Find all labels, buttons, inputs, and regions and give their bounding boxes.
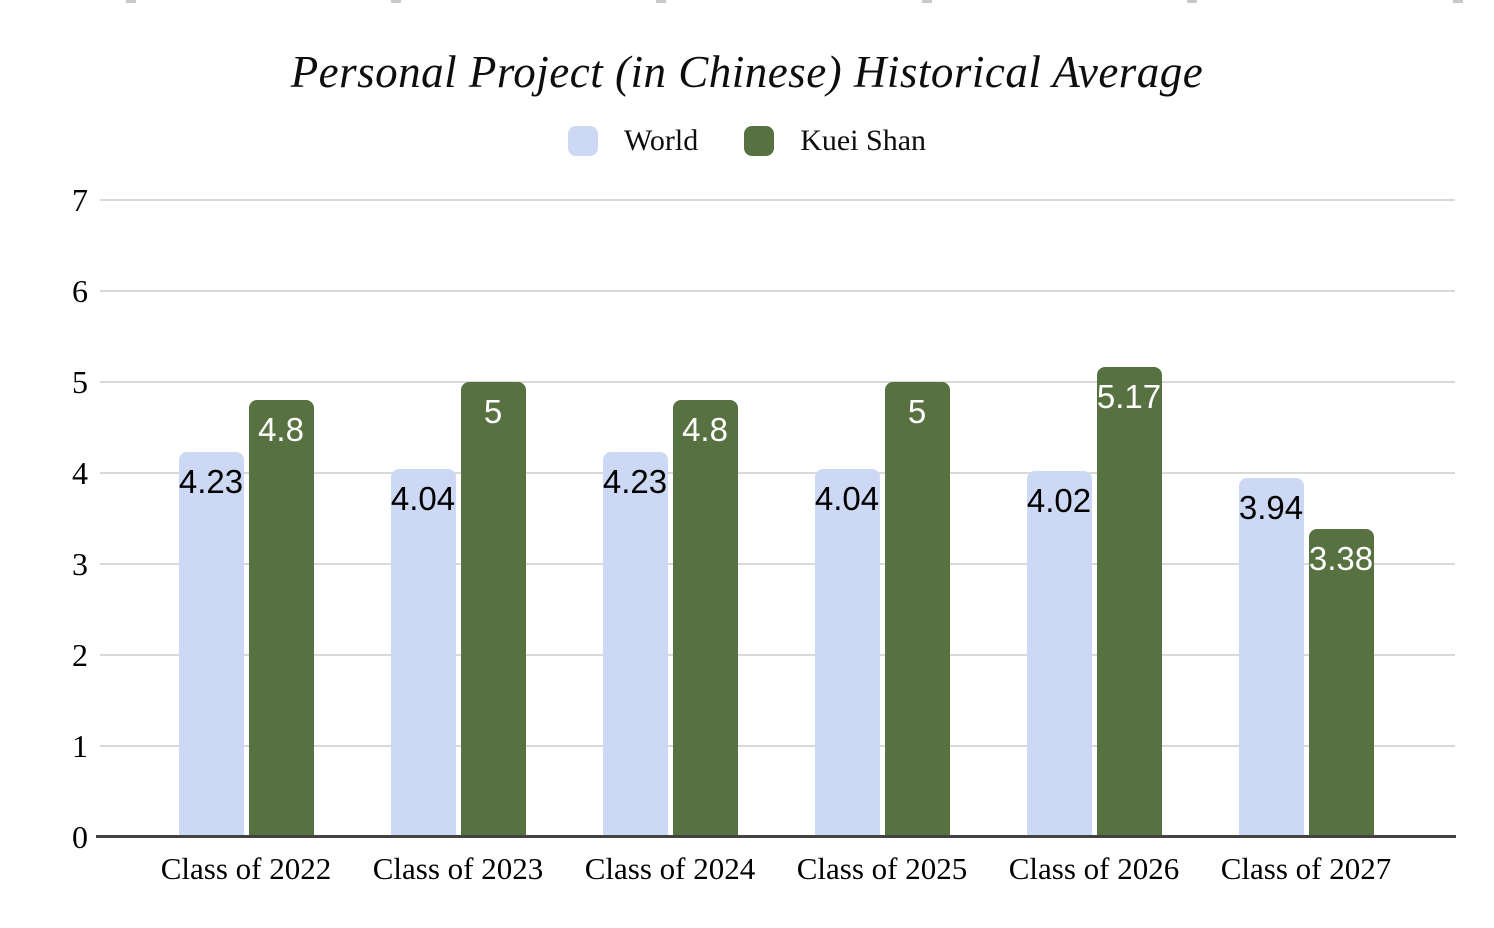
legend-swatch-world [567, 126, 598, 156]
bar-label-world-class-of-2023: 4.04 [390, 480, 456, 517]
x-axis-label-class-of-2024: Class of 2024 [584, 851, 756, 886]
bar-label-world-class-of-2024: 4.23 [602, 463, 668, 500]
x-axis-label-class-of-2025: Class of 2025 [796, 851, 968, 886]
bar-world-class-of-2027 [1238, 478, 1304, 837]
bar-world-class-of-2022 [178, 452, 244, 837]
bar-label-kuei-shan-class-of-2023: 5 [483, 393, 503, 430]
bar-label-kuei-shan-class-of-2024: 4.8 [682, 411, 728, 448]
bar-label-kuei-shan-class-of-2027: 3.38 [1308, 540, 1374, 577]
top-edge-artifact-4 [1187, 0, 1197, 3]
gridline-3 [100, 563, 1455, 565]
bar-kuei-shan-class-of-2025 [884, 382, 950, 837]
bar-kuei-shan-class-of-2027 [1308, 529, 1374, 837]
legend-swatch-kuei-shan [744, 126, 775, 156]
bar-label-kuei-shan-class-of-2026: 5.17 [1096, 378, 1162, 415]
bar-world-class-of-2025 [814, 469, 880, 837]
x-axis-label-class-of-2027: Class of 2027 [1220, 851, 1392, 886]
top-edge-artifact-1 [391, 0, 401, 3]
top-edge-artifact-2 [656, 0, 666, 3]
x-axis-label-class-of-2026: Class of 2026 [1008, 851, 1180, 886]
legend-item-world: World [567, 124, 699, 157]
x-axis-baseline [96, 835, 1456, 838]
gridline-7 [100, 199, 1455, 201]
top-edge-artifact-0 [126, 0, 136, 3]
bar-world-class-of-2024 [602, 452, 668, 837]
gridline-5 [100, 381, 1455, 383]
bar-label-world-class-of-2027: 3.94 [1238, 489, 1304, 526]
gridline-2 [100, 654, 1455, 656]
bar-label-world-class-of-2022: 4.23 [178, 463, 244, 500]
y-axis-label-4: 4 [72, 455, 88, 491]
y-axis-label-2: 2 [72, 637, 88, 673]
legend-item-kuei-shan: Kuei Shan [744, 126, 926, 156]
x-axis-label-class-of-2023: Class of 2023 [372, 851, 544, 886]
gridline-1 [100, 745, 1455, 747]
y-axis-label-7: 7 [72, 182, 88, 218]
bar-label-kuei-shan-class-of-2022: 4.8 [258, 411, 304, 448]
x-axis-label-class-of-2022: Class of 2022 [160, 851, 332, 886]
legend-label-kuei-shan: Kuei Shan [800, 124, 927, 157]
gridline-6 [100, 290, 1455, 292]
y-axis-label-0: 0 [72, 819, 88, 855]
top-edge-artifact-3 [922, 0, 932, 3]
gridline-4 [100, 472, 1455, 474]
legend-label-world: World [623, 124, 699, 157]
legend: World Kuei Shan [0, 126, 1494, 156]
bar-kuei-shan-class-of-2024 [672, 400, 738, 837]
bar-label-world-class-of-2026: 4.02 [1026, 482, 1092, 519]
y-axis-label-6: 6 [72, 273, 88, 309]
y-axis-label-3: 3 [72, 546, 88, 582]
chart-title: Personal Project (in Chinese) Historical… [290, 47, 1204, 97]
bar-label-kuei-shan-class-of-2025: 5 [907, 393, 927, 430]
bar-label-world-class-of-2025: 4.04 [814, 480, 880, 517]
bar-world-class-of-2023 [390, 469, 456, 837]
bar-kuei-shan-class-of-2023 [460, 382, 526, 837]
bar-world-class-of-2026 [1026, 471, 1092, 837]
y-axis-label-5: 5 [72, 364, 88, 400]
y-axis-label-1: 1 [72, 728, 88, 764]
top-edge-artifact-5 [1453, 0, 1463, 3]
bar-kuei-shan-class-of-2022 [248, 400, 314, 837]
bar-kuei-shan-class-of-2026 [1096, 367, 1162, 837]
